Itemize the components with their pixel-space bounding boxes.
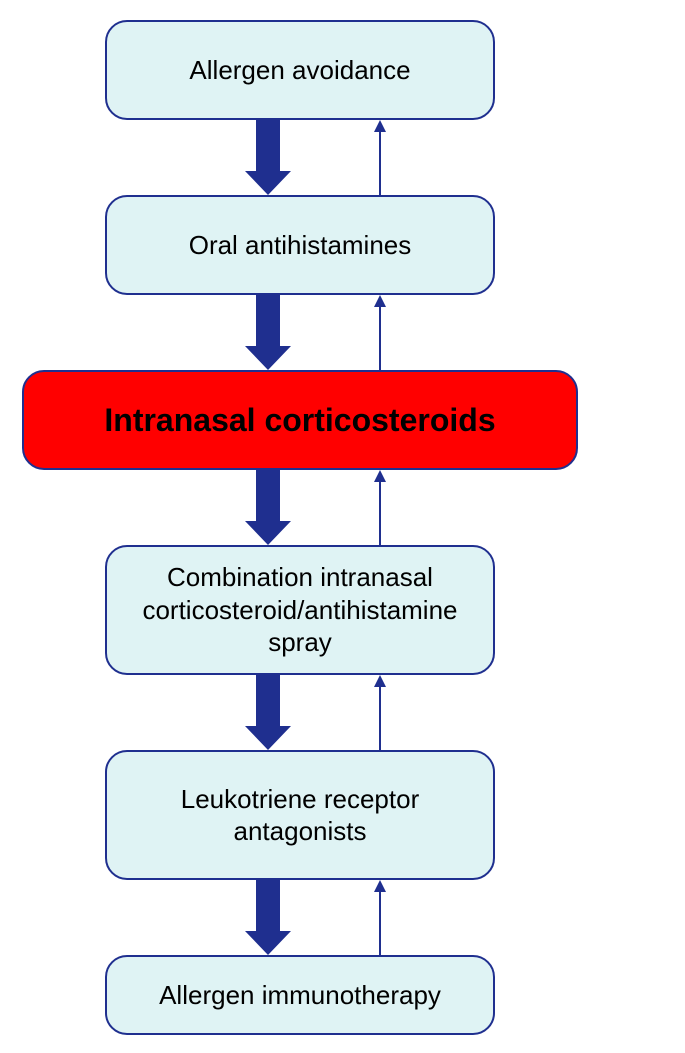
thin-up-arrow <box>374 295 386 370</box>
thin-up-arrow <box>374 120 386 195</box>
flow-node-label: Allergen avoidance <box>189 54 410 87</box>
arrows-layer <box>0 0 685 1053</box>
flow-node-n2: Oral antihistamines <box>105 195 495 295</box>
thick-down-arrow <box>245 295 291 370</box>
flow-node-n5: Leukotriene receptor antagonists <box>105 750 495 880</box>
flow-node-label: Allergen immunotherapy <box>159 979 441 1012</box>
thin-up-arrow <box>374 470 386 545</box>
flow-node-label: Oral antihistamines <box>189 229 412 262</box>
flow-node-label: Leukotriene receptor antagonists <box>121 783 479 848</box>
flow-node-n4: Combination intranasal corticosteroid/an… <box>105 545 495 675</box>
flow-node-label: Combination intranasal corticosteroid/an… <box>121 561 479 659</box>
flow-node-n6: Allergen immunotherapy <box>105 955 495 1035</box>
thin-up-arrow <box>374 675 386 750</box>
thin-up-arrow <box>374 880 386 955</box>
flow-node-label: Intranasal corticosteroids <box>104 400 495 440</box>
flowchart-canvas: Allergen avoidance Oral antihistamines Int… <box>0 0 685 1053</box>
thick-down-arrow <box>245 675 291 750</box>
flow-node-n3: Intranasal corticosteroids <box>22 370 578 470</box>
thick-down-arrow <box>245 470 291 545</box>
thick-down-arrow <box>245 120 291 195</box>
flow-node-n1: Allergen avoidance <box>105 20 495 120</box>
thick-down-arrow <box>245 880 291 955</box>
